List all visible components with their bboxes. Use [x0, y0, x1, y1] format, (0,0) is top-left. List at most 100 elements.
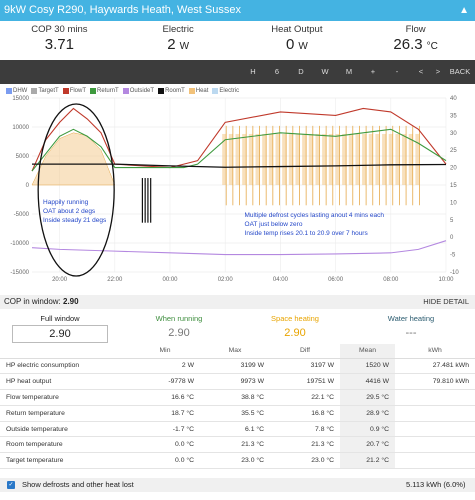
- table-cell: [395, 389, 475, 406]
- table-row: HP heat output -9778 W 9973 W 19751 W 4416 W…: [0, 373, 475, 391]
- range-hour-button[interactable]: H: [250, 67, 256, 76]
- x-tick-label: 20:00: [52, 277, 68, 283]
- table-cell: 79.810 kWh: [395, 373, 475, 391]
- heat-bar: [222, 133, 227, 185]
- legend-item[interactable]: Heat: [188, 88, 209, 94]
- heat-bar: [408, 133, 413, 185]
- legend-label: TargetT: [38, 88, 59, 94]
- y-right-tick-label: 5: [450, 218, 454, 224]
- x-tick-label: 02:00: [218, 277, 234, 283]
- table-cell: [395, 421, 475, 438]
- pan-left-button[interactable]: <: [418, 67, 424, 76]
- heat-area: [31, 132, 116, 186]
- y-left-tick-label: 10000: [12, 125, 29, 131]
- y-right-tick-label: 20: [450, 166, 457, 172]
- y-left-tick-label: 0: [26, 183, 30, 189]
- legend-item[interactable]: FlowT: [62, 88, 87, 94]
- chart-plot[interactable]: 15000 10000 5000 0 -5000 -10000 -15000 40 35 30 25…: [0, 86, 475, 292]
- legend-item[interactable]: DHW: [6, 88, 27, 94]
- legend-item[interactable]: TargetT: [31, 88, 59, 94]
- table-header: kWh: [395, 344, 475, 359]
- table-cell: 7.8 °C: [270, 421, 340, 438]
- heat-bar: [242, 133, 247, 185]
- row-label: HP electric consumption: [0, 358, 130, 375]
- chart-legend: DHW TargetT FlowT ReturnT OutsideT RoomT…: [6, 88, 239, 94]
- stat-cop: COP 30 mins 3.71: [0, 21, 119, 54]
- table-cell: 3197 W: [270, 358, 340, 375]
- range-6h-button[interactable]: 6: [274, 67, 280, 76]
- table-cell: 18.7 °C: [130, 405, 200, 422]
- cop-water-heating: Water heating ---: [356, 314, 466, 339]
- table-cell: [395, 436, 475, 454]
- heat-bar: [368, 133, 373, 185]
- table-row: HP electric consumption 2 W 3199 W 3197 W 15…: [0, 358, 475, 375]
- table-cell: 23.0 °C: [200, 452, 270, 470]
- chart-annotation: Inside temp rises 20.1 to 20.9 over 7 ho…: [245, 230, 369, 237]
- x-tick-label: 00:00: [162, 277, 178, 283]
- heat-bar: [342, 133, 347, 185]
- heat-bar: [255, 133, 260, 185]
- back-button[interactable]: BACK: [449, 67, 471, 76]
- legend-item[interactable]: Electric: [212, 88, 239, 94]
- range-week-button[interactable]: W: [321, 67, 329, 76]
- legend-label: RoomT: [165, 88, 185, 94]
- chart-area: DHW TargetT FlowT ReturnT OutsideT RoomT…: [0, 86, 475, 292]
- stat-cop-label: COP 30 mins: [31, 24, 88, 35]
- legend-label: OutsideT: [129, 88, 155, 94]
- legend-label: FlowT: [69, 88, 87, 94]
- table-cell: 21.3 °C: [270, 436, 340, 454]
- heat-bar: [322, 133, 327, 185]
- table-cell: 4416 W: [340, 373, 395, 391]
- x-tick-label: 04:00: [273, 277, 289, 283]
- range-month-button[interactable]: M: [345, 67, 353, 76]
- table-cell: 0.0 °C: [130, 452, 200, 470]
- stat-heat-label: Heat Output: [271, 24, 323, 35]
- hide-detail-button[interactable]: HIDE DETAIL: [423, 297, 469, 306]
- zoom-out-button[interactable]: -: [395, 67, 399, 76]
- table-row: Outside temperature -1.7 °C 6.1 °C 7.8 °C 0.…: [0, 421, 475, 438]
- y-right-tick-label: 15: [450, 183, 457, 189]
- legend-label: DHW: [13, 88, 28, 94]
- pan-right-button[interactable]: >: [435, 67, 441, 76]
- range-day-button[interactable]: D: [298, 67, 304, 76]
- cop-window-bar: COP in window: 2.90 HIDE DETAIL: [0, 295, 475, 309]
- cop-space-heating: Space heating 2.90: [240, 314, 350, 339]
- heat-bar: [395, 133, 400, 185]
- chart-annotation: Inside steady 21 degs: [43, 217, 107, 224]
- zoom-in-button[interactable]: +: [370, 67, 376, 76]
- stat-flow: Flow 26.3 °C: [356, 21, 475, 54]
- defrost-bar: ✓ Show defrosts and other heat lost 5.11…: [0, 478, 475, 492]
- legend-swatch: [31, 88, 38, 94]
- heat-bar: [235, 133, 240, 185]
- table-cell: 6.1 °C: [200, 421, 270, 438]
- cop-col-value: 2.90: [12, 325, 108, 343]
- defrost-checkbox[interactable]: ✓: [7, 481, 15, 489]
- collapse-chevron-icon[interactable]: ▲: [459, 5, 469, 16]
- cop-col-title: Space heating: [271, 314, 319, 323]
- row-label: Outside temperature: [0, 421, 130, 438]
- table-row: Return temperature 18.7 °C 35.5 °C 16.8 °C 2…: [0, 405, 475, 422]
- heat-bar: [348, 133, 353, 185]
- x-tick-label: 08:00: [383, 277, 399, 283]
- row-label: Flow temperature: [0, 389, 130, 406]
- table-header-row: Min Max Diff Mean kWh: [0, 344, 475, 359]
- cop-col-title: Full window: [40, 314, 80, 323]
- heat-bar: [295, 133, 300, 185]
- legend-label: Heat: [195, 88, 209, 94]
- y-right-tick-label: 0: [450, 235, 454, 241]
- legend-item[interactable]: ReturnT: [90, 88, 119, 94]
- table-header: Max: [200, 344, 270, 359]
- table-cell: 38.8 °C: [200, 389, 270, 406]
- series-line-outsidet: [31, 240, 447, 256]
- x-tick-label: 22:00: [107, 277, 123, 283]
- stat-flow-label: Flow: [405, 24, 426, 35]
- table-cell: 16.8 °C: [270, 405, 340, 422]
- legend-item[interactable]: RoomT: [158, 88, 185, 94]
- chart-annotation: OAT just below zero: [245, 221, 303, 228]
- cop-col-value: 2.90: [284, 327, 306, 339]
- x-tick-label: 10:00: [438, 277, 454, 283]
- legend-item[interactable]: OutsideT: [122, 88, 155, 94]
